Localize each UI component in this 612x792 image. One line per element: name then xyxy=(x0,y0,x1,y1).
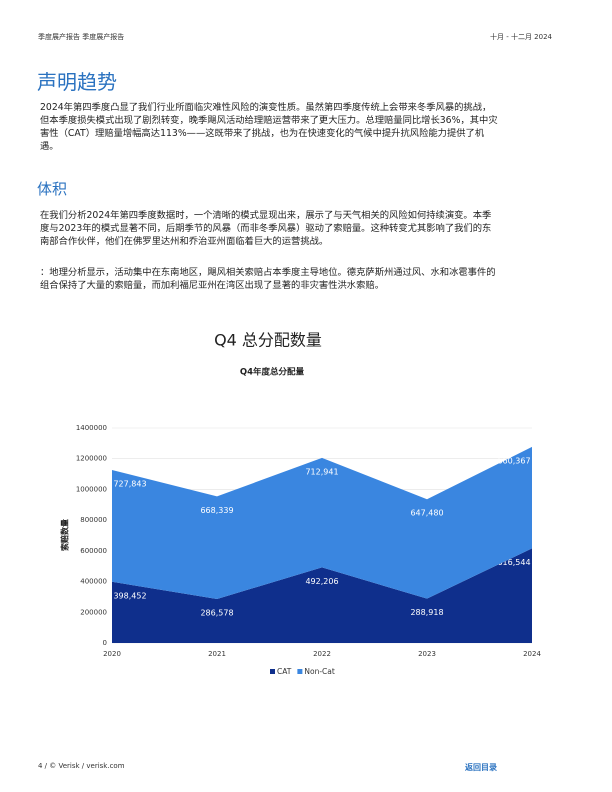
y-tick-label: 800000 xyxy=(80,516,107,524)
section-heading: 声明趋势 xyxy=(37,70,117,94)
data-label: 492,206 xyxy=(305,577,338,586)
legend-swatch xyxy=(297,669,303,674)
data-label: 660,367 xyxy=(497,456,530,465)
x-tick-label: 2021 xyxy=(208,650,226,658)
header-title: 季度展产报告 季度展产报告 xyxy=(38,33,125,41)
data-label: 286,578 xyxy=(200,608,233,617)
data-label: 712,941 xyxy=(305,467,338,476)
paragraph: 在我们分析2024年第四季度数据时，一个清晰的模式显现出来，展示了与天气相关的风… xyxy=(40,210,492,247)
legend-label: CAT xyxy=(277,667,292,676)
header-period: 十月 - 十二月 2024 xyxy=(489,33,552,41)
paragraph: ：地理分析显示，活动集中在东南地区，飓风相关索赔占本季度主导地位。德克萨斯州通过… xyxy=(40,267,496,291)
footer-text: 4 / © Verisk / verisk.com xyxy=(38,762,125,770)
data-label: 616,544 xyxy=(497,558,530,567)
area xyxy=(112,548,532,643)
x-tick-label: 2023 xyxy=(418,650,436,658)
x-tick-label: 2024 xyxy=(523,650,541,658)
y-tick-label: 200000 xyxy=(80,608,107,616)
legend-label: Non-Cat xyxy=(304,667,334,676)
data-label: 647,480 xyxy=(410,509,443,518)
data-label: 398,452 xyxy=(113,591,146,600)
legend-swatch xyxy=(270,669,275,674)
area xyxy=(112,446,532,599)
data-label: 288,918 xyxy=(410,608,443,617)
back-link[interactable]: 返回目录 xyxy=(465,763,497,772)
y-tick-label: 1200000 xyxy=(76,455,107,463)
y-tick-label: 1400000 xyxy=(76,424,107,432)
y-tick-label: 400000 xyxy=(80,578,107,586)
chart-subtitle: Q4年度总分配量 xyxy=(240,367,305,378)
x-tick-label: 2022 xyxy=(313,650,331,658)
y-tick-label: 1000000 xyxy=(76,485,107,493)
y-axis-label: 索赔数量 xyxy=(60,519,70,551)
data-label: 668,339 xyxy=(200,506,233,515)
chart-title: Q4 总分配数量 xyxy=(214,331,322,350)
paragraph: 2024年第四季度凸显了我们行业所面临灾难性风险的演变性质。虽然第四季度传统上会… xyxy=(40,102,498,152)
y-tick-label: 0 xyxy=(103,639,107,647)
x-tick-label: 2020 xyxy=(103,650,121,658)
y-tick-label: 600000 xyxy=(80,547,107,555)
section-heading: 体积 xyxy=(37,180,68,198)
data-label: 727,843 xyxy=(113,480,146,489)
